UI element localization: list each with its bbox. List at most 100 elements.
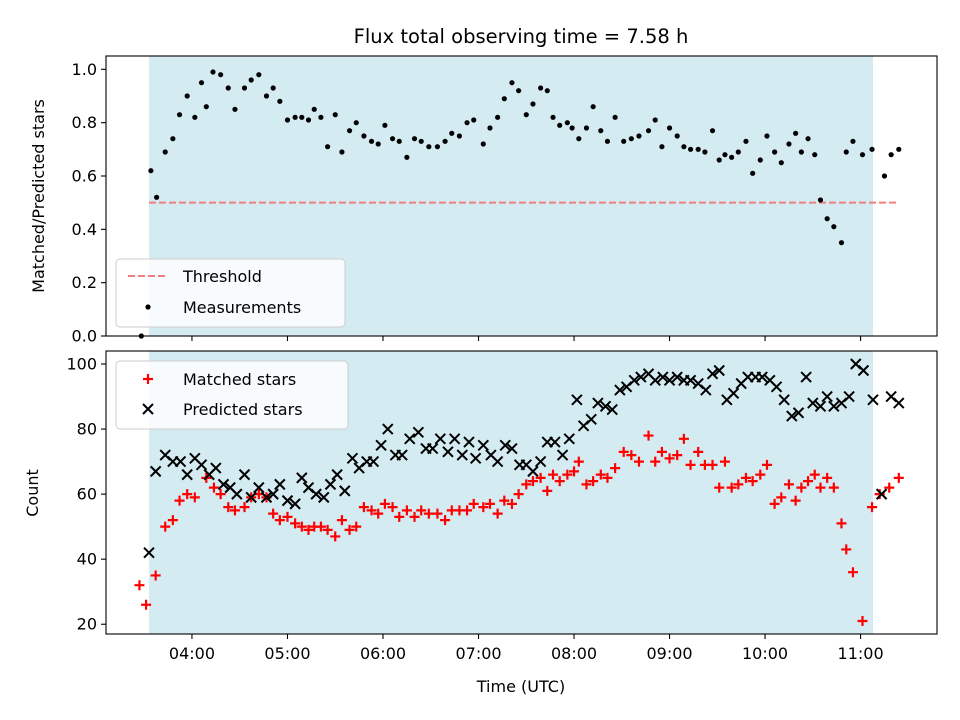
x-axis-label: Time (UTC) [476, 677, 565, 696]
measurement-point [850, 138, 856, 144]
legend-predicted-label: Predicted stars [183, 400, 303, 419]
matched-point [893, 472, 904, 483]
matched-point [215, 489, 226, 500]
matched-point [790, 495, 801, 506]
measurement-point [576, 136, 582, 142]
counts-axes-frame [105, 350, 938, 635]
ratio-y-axis-label: Matched/Predicted stars [29, 99, 48, 293]
predicted-point [281, 494, 294, 507]
matched-point [650, 456, 661, 467]
measurement-point [652, 117, 658, 123]
measurement-point [375, 141, 381, 147]
counts-legend: Matched stars Predicted stars [115, 360, 349, 430]
predicted-point [756, 371, 768, 383]
matched-point [499, 495, 510, 506]
measurement-point [687, 146, 694, 152]
matched-point [303, 524, 314, 535]
matched-point [344, 524, 355, 535]
measurement-point [456, 133, 463, 139]
ratio-data-layer [138, 69, 902, 339]
matched-point [330, 531, 341, 542]
measurement-point [764, 133, 770, 139]
predicted-point [491, 455, 504, 468]
predicted-point [800, 371, 812, 383]
measurement-point [434, 144, 441, 150]
predicted-point [571, 394, 583, 406]
measurement-point [509, 80, 515, 86]
matched-point [478, 502, 489, 513]
predicted-point [231, 488, 243, 500]
measurement-point [557, 122, 563, 128]
legend-measurements-label: Measurements [183, 298, 301, 317]
matched-point [874, 489, 885, 500]
x-tick-label: 11:00 [838, 644, 884, 663]
matched-point [733, 479, 744, 490]
predicted-point [857, 364, 870, 377]
measurement-point [248, 77, 254, 83]
predicted-point [367, 455, 380, 468]
matched-point [282, 511, 293, 522]
matched-point [527, 476, 538, 487]
predicted-point [893, 397, 905, 409]
predicted-point [843, 390, 855, 403]
predicted-point [814, 400, 827, 413]
measurement-point [361, 133, 367, 139]
matched-point [573, 456, 584, 467]
measurement-point [757, 157, 763, 163]
counts-y-ticks: 20 40 60 80 100 [66, 355, 106, 634]
measurement-point [674, 133, 680, 139]
matched-point [468, 498, 479, 509]
predicted-point [396, 449, 408, 461]
measurement-point [353, 120, 359, 126]
predicted-point [592, 397, 604, 409]
measurement-point [550, 114, 556, 120]
predicted-point [260, 491, 273, 504]
predicted-point [339, 485, 351, 497]
matched-point [150, 570, 161, 581]
measurement-point [325, 144, 331, 150]
matched-point [134, 580, 145, 591]
measurement-point [442, 138, 448, 144]
measurement-point [645, 128, 652, 134]
measurement-point [831, 224, 837, 230]
predicted-point [875, 488, 888, 500]
predicted-point [210, 462, 222, 474]
measurement-point [681, 144, 687, 150]
measurement-point [426, 144, 432, 150]
measurement-point [292, 114, 298, 120]
predicted-point [426, 442, 439, 455]
matched-point [783, 479, 794, 490]
measurement-point [666, 125, 673, 131]
measurement-point [843, 149, 849, 155]
matched-point [401, 505, 412, 516]
matched-point [513, 489, 524, 500]
matched-point [358, 502, 369, 513]
matched-point [569, 466, 580, 477]
predicted-point [585, 413, 597, 426]
predicted-point [563, 433, 575, 445]
measurement-point [729, 154, 735, 160]
measurement-point [480, 141, 486, 147]
measurement-point [564, 120, 570, 126]
matched-point [595, 469, 606, 480]
predicted-point [770, 381, 783, 393]
measurement-point [270, 85, 276, 91]
matched-point [290, 518, 301, 529]
x-tick-label: 05:00 [264, 644, 310, 663]
measurement-point [203, 104, 209, 110]
y-tick-label: 20 [77, 615, 97, 634]
predicted-point [649, 374, 661, 386]
x-tick-label: 08:00 [551, 644, 597, 663]
predicted-point [143, 546, 155, 559]
counts-legend-box [115, 360, 349, 430]
y-tick-label: 0.6 [72, 167, 97, 186]
measurement-point [368, 138, 375, 144]
matched-point [626, 450, 637, 461]
predicted-point [310, 488, 322, 500]
matched-point [755, 469, 766, 480]
measurement-point [241, 85, 248, 91]
matched-point [322, 524, 333, 535]
matched-point [535, 472, 546, 483]
matched-point [809, 469, 820, 480]
